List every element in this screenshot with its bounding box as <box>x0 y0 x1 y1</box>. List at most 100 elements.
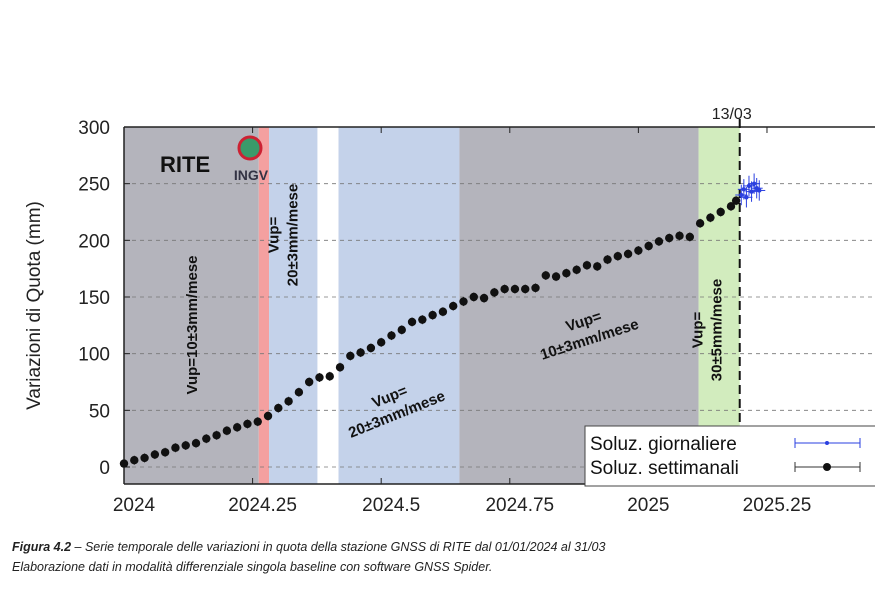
data-point <box>510 284 520 294</box>
data-point <box>294 388 304 397</box>
event-label: 13/03 <box>712 106 752 123</box>
logo-globe <box>237 135 263 161</box>
data-point <box>731 196 741 205</box>
data-point <box>665 233 674 243</box>
data-point <box>490 288 499 297</box>
data-point <box>130 456 139 465</box>
chart: 0 50 100 150 200 250 300 2024 2024.25 2024.5 2024.… <box>24 106 875 516</box>
annotation-text: 30±5mm/mese <box>709 279 726 381</box>
data-point <box>346 351 355 361</box>
data-point <box>202 434 211 443</box>
data-point <box>623 249 633 259</box>
period-band <box>269 127 318 484</box>
period-band <box>338 127 460 484</box>
data-point <box>469 292 478 302</box>
x-tick-label: 2024.25 <box>228 495 297 516</box>
data-point <box>243 419 252 429</box>
data-point <box>654 237 664 246</box>
data-point <box>212 431 221 440</box>
y-tick-label: 100 <box>78 345 110 366</box>
annotation-text: Vup= <box>690 312 707 349</box>
station-label: RITE <box>160 152 210 177</box>
data-point <box>171 443 180 452</box>
data-point <box>335 363 345 372</box>
legend-box <box>584 425 875 487</box>
data-point <box>479 293 489 303</box>
data-point <box>582 261 592 270</box>
y-tick-label: 250 <box>78 175 110 196</box>
data-point <box>366 343 376 353</box>
data-point <box>438 307 448 316</box>
legend-marker <box>825 441 829 445</box>
data-point <box>521 284 530 294</box>
data-point <box>191 439 201 448</box>
data-point <box>232 423 242 432</box>
y-tick-label: 50 <box>89 401 110 422</box>
legend-marker <box>823 463 831 471</box>
data-point <box>644 241 653 251</box>
data-point <box>751 181 757 186</box>
data-point <box>562 269 571 278</box>
annotation-text: Vup= <box>266 217 283 254</box>
data-point <box>459 297 468 306</box>
data-point <box>706 213 715 222</box>
data-point <box>119 459 129 468</box>
data-point <box>325 372 334 381</box>
data-point <box>531 283 540 293</box>
data-point <box>541 271 550 280</box>
data-point <box>613 252 623 261</box>
y-tick-label: 200 <box>78 231 110 252</box>
data-point <box>634 246 643 255</box>
data-point <box>695 219 705 228</box>
data-point <box>500 284 509 294</box>
period-band <box>459 127 699 484</box>
y-axis-label: Variazioni di Quota (mm) <box>24 201 45 410</box>
data-point <box>746 183 752 189</box>
data-point <box>263 411 273 421</box>
data-point <box>140 453 149 463</box>
data-point <box>304 377 314 387</box>
caption-line-2: Elaborazione dati in modalità differenzi… <box>12 560 493 574</box>
x-tick-label: 2024 <box>113 495 156 516</box>
y-tick-label: 150 <box>78 288 110 309</box>
annotation-text: 20±3mm/mese <box>285 184 302 286</box>
data-point <box>603 255 612 264</box>
data-point <box>284 397 293 406</box>
annotation: Vup=20±3mm/mese <box>266 184 302 286</box>
data-point <box>744 195 749 200</box>
x-tick-label: 2025.25 <box>743 495 812 516</box>
data-point <box>428 310 437 320</box>
data-point <box>675 231 684 240</box>
period-band <box>258 127 270 484</box>
data-point <box>160 448 170 457</box>
data-point <box>356 348 365 357</box>
data-point <box>181 441 190 450</box>
x-tick-label: 2025 <box>627 495 669 516</box>
legend-label: Soluz. settimanali <box>590 458 739 479</box>
data-point <box>407 317 417 327</box>
data-point <box>757 188 762 193</box>
data-point <box>593 262 602 271</box>
y-tick-label: 300 <box>78 118 110 139</box>
annotation: Vup= 30±5mm/mese <box>690 279 726 381</box>
data-point <box>315 373 324 382</box>
data-point <box>418 315 427 324</box>
caption-line-1: Figura 4.2 – Serie temporale delle varia… <box>12 540 605 554</box>
data-point <box>572 265 581 274</box>
x-tick-label: 2024.5 <box>362 495 420 516</box>
logo-text: INGV <box>234 167 269 183</box>
data-point <box>253 417 262 426</box>
y-tick-label: 0 <box>99 458 110 479</box>
data-point <box>739 192 744 198</box>
data-point <box>449 301 458 311</box>
data-point <box>685 232 695 242</box>
data-point <box>274 403 283 413</box>
period-band <box>698 127 740 484</box>
data-point <box>150 450 160 459</box>
data-point <box>387 331 396 340</box>
data-point <box>376 338 386 347</box>
data-point <box>716 207 725 217</box>
annotation: Vup=10±3mm/mese <box>184 256 201 395</box>
legend-label: Soluz. giornaliere <box>590 434 737 455</box>
